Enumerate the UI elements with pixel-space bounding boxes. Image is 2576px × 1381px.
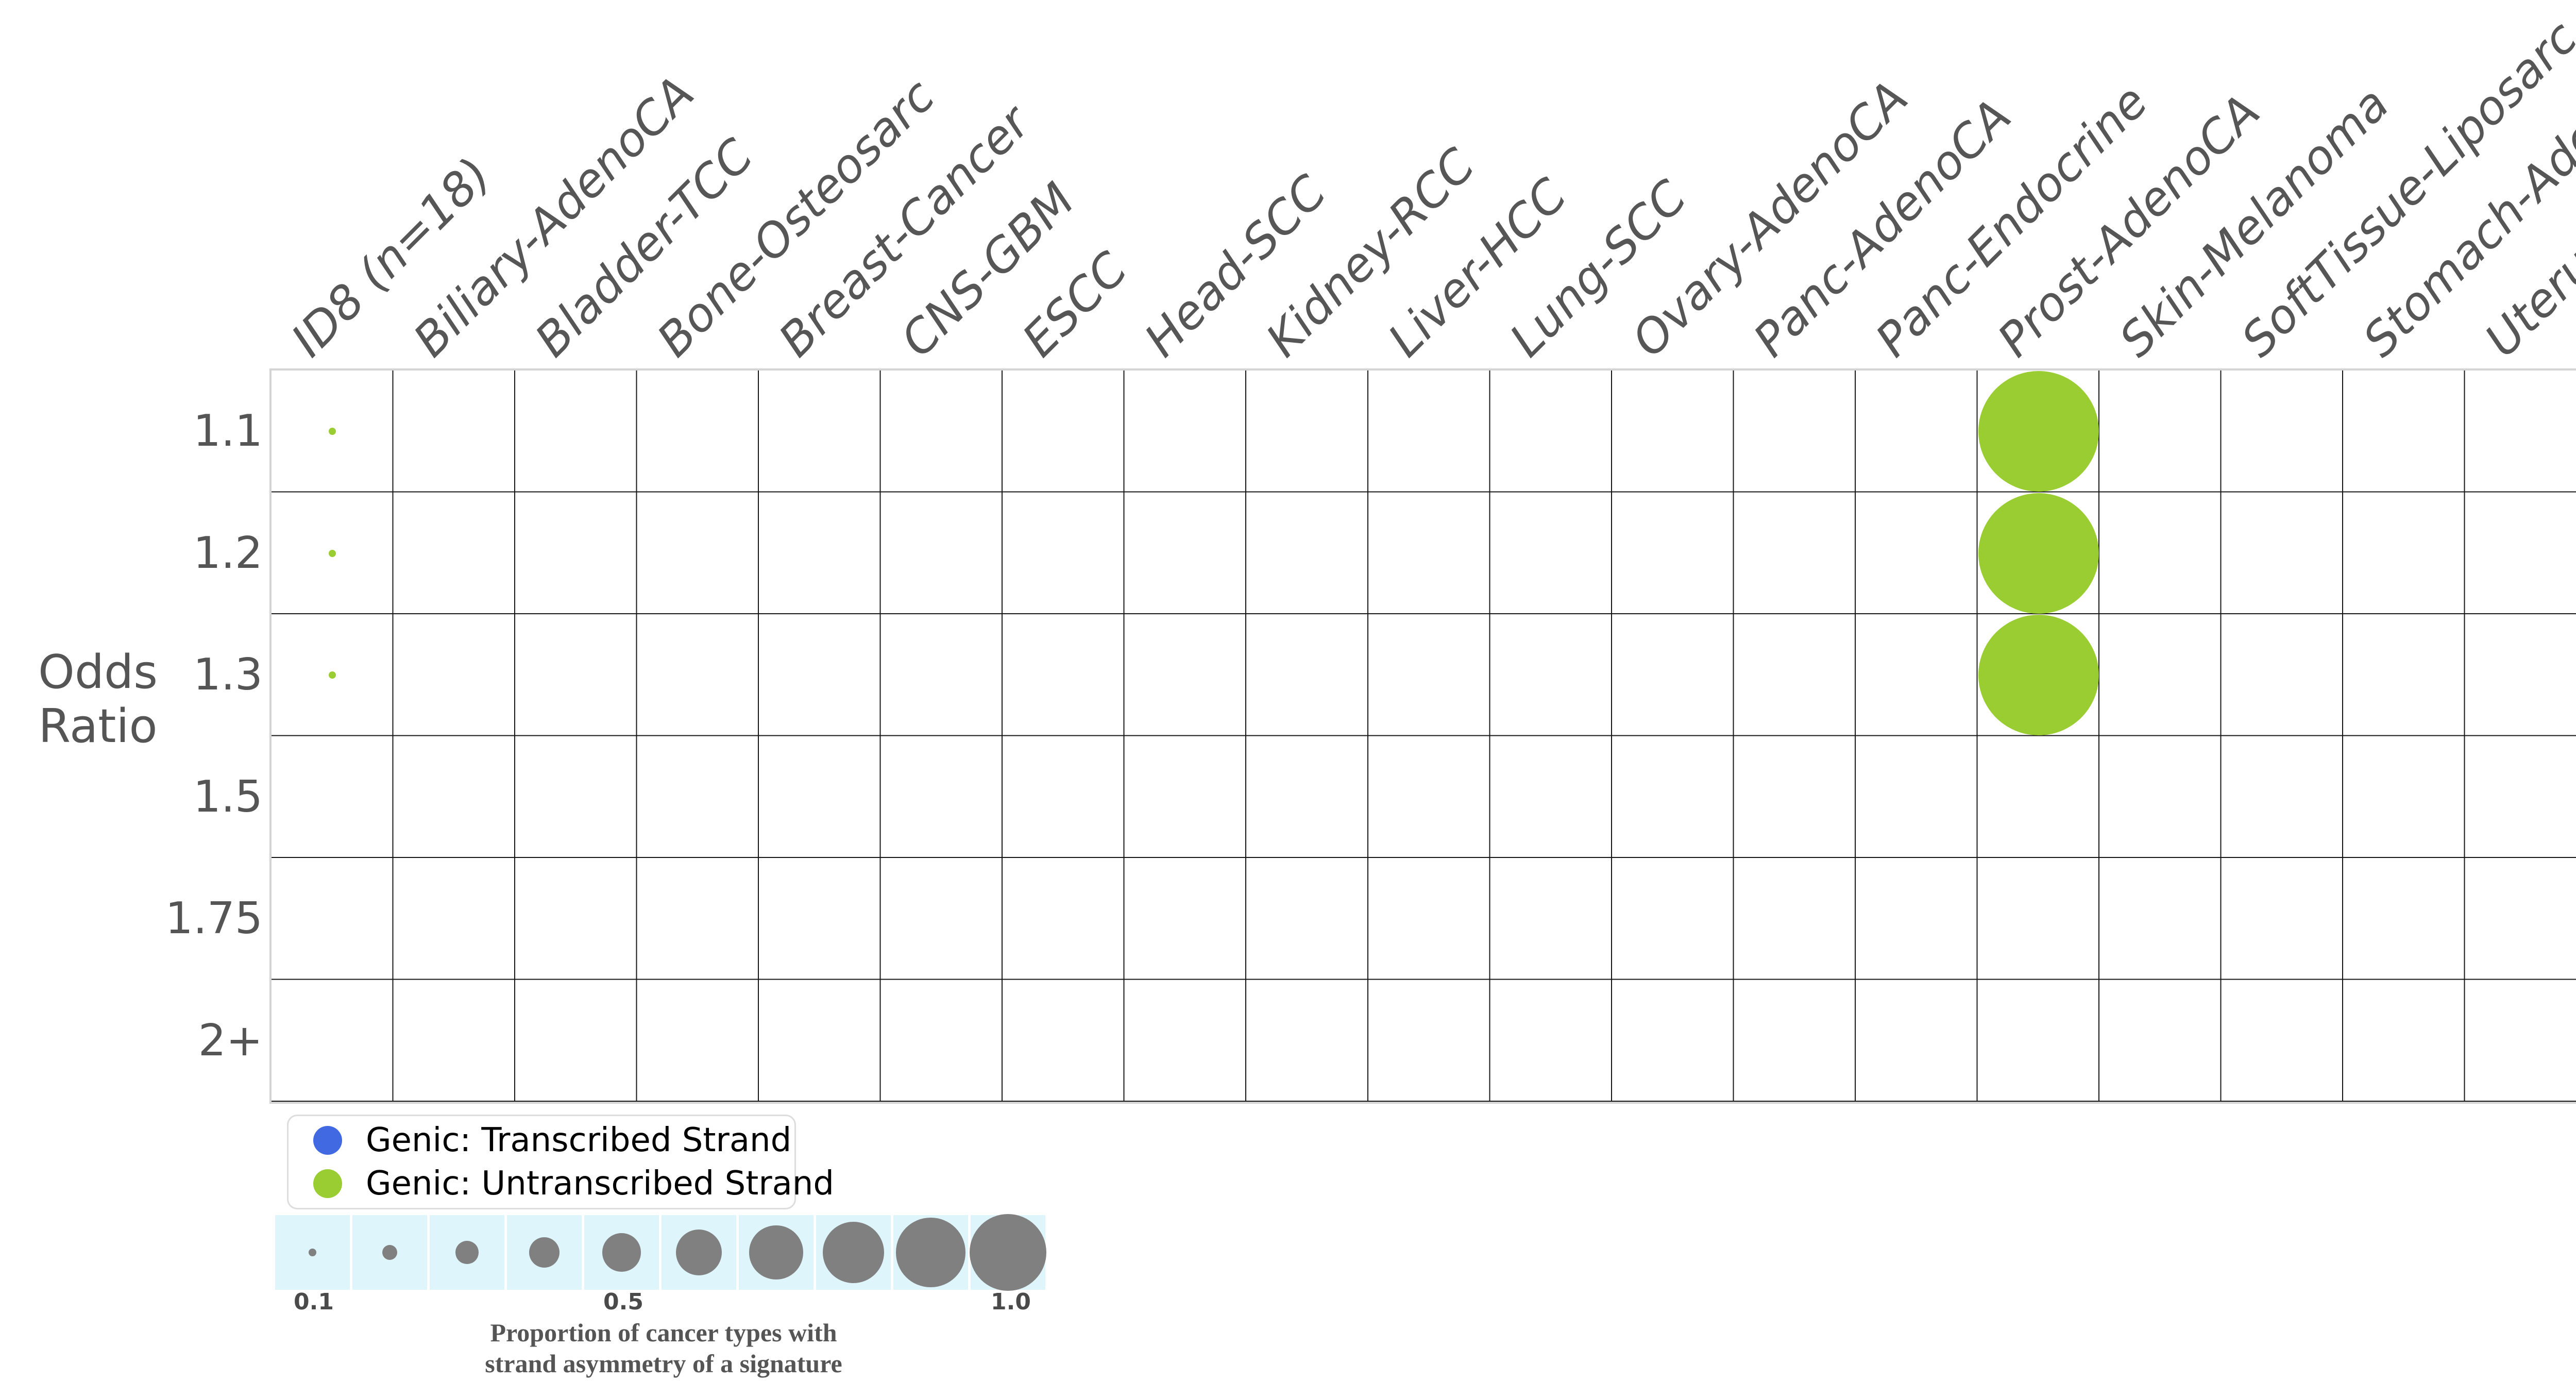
row-label-1-3: 1.3 bbox=[193, 649, 263, 700]
legend-row-untranscribed: Genic: Untranscribed Strand bbox=[313, 1167, 834, 1200]
size-legend-cell bbox=[662, 1215, 736, 1290]
row-label-1-5: 1.5 bbox=[193, 771, 263, 822]
size-legend-dot bbox=[749, 1225, 803, 1279]
size-tick-0-5: 0.5 bbox=[603, 1289, 643, 1315]
size-legend-dot bbox=[970, 1214, 1046, 1291]
data-bubble bbox=[1978, 493, 2099, 614]
legend-label-transcribed: Genic: Transcribed Strand bbox=[366, 1121, 792, 1159]
legend-label-untranscribed: Genic: Untranscribed Strand bbox=[366, 1165, 835, 1203]
size-legend-dot bbox=[822, 1221, 885, 1284]
legend-row-transcribed: Genic: Transcribed Strand bbox=[313, 1121, 794, 1159]
row-label-1-2: 1.2 bbox=[193, 528, 263, 579]
size-legend-cell bbox=[352, 1215, 427, 1290]
size-legend-cell bbox=[816, 1215, 891, 1290]
bubble-size-legend bbox=[275, 1214, 1046, 1291]
size-legend-dot bbox=[382, 1244, 398, 1260]
size-tick-1-0: 1.0 bbox=[991, 1289, 1031, 1315]
transcribed-strand-marker-icon bbox=[313, 1126, 342, 1155]
size-legend-cell bbox=[275, 1215, 350, 1290]
y-axis-title: Odds Ratio bbox=[38, 645, 158, 753]
strand-color-legend: Genic: Transcribed Strand Genic: Untrans… bbox=[287, 1115, 834, 1209]
data-bubble bbox=[329, 428, 336, 435]
size-legend-dot bbox=[309, 1249, 316, 1256]
untranscribed-strand-marker-icon bbox=[313, 1169, 342, 1198]
size-legend-caption: Proportion of cancer types with strand a… bbox=[485, 1318, 842, 1378]
size-legend-cell bbox=[584, 1215, 659, 1290]
data-bubble bbox=[1978, 371, 2099, 492]
size-legend-dot bbox=[675, 1229, 722, 1276]
size-legend-dot bbox=[529, 1237, 560, 1268]
data-bubble bbox=[329, 671, 336, 679]
plot-grid bbox=[269, 368, 2576, 1104]
data-bubble bbox=[1978, 615, 2099, 736]
size-legend-dot bbox=[455, 1241, 479, 1264]
row-label-2plus: 2+ bbox=[198, 1015, 263, 1066]
size-legend-cell bbox=[893, 1215, 968, 1290]
row-label-1-75: 1.75 bbox=[165, 893, 263, 944]
size-legend-cell bbox=[507, 1215, 582, 1290]
size-legend-cell bbox=[739, 1215, 814, 1290]
size-legend-cell bbox=[430, 1215, 504, 1290]
row-label-1-1: 1.1 bbox=[193, 406, 263, 457]
size-legend-dot bbox=[602, 1233, 641, 1272]
size-legend-dot bbox=[896, 1218, 965, 1287]
size-tick-0-1: 0.1 bbox=[294, 1289, 334, 1315]
size-legend-cell bbox=[970, 1214, 1046, 1291]
data-bubble bbox=[329, 549, 336, 557]
